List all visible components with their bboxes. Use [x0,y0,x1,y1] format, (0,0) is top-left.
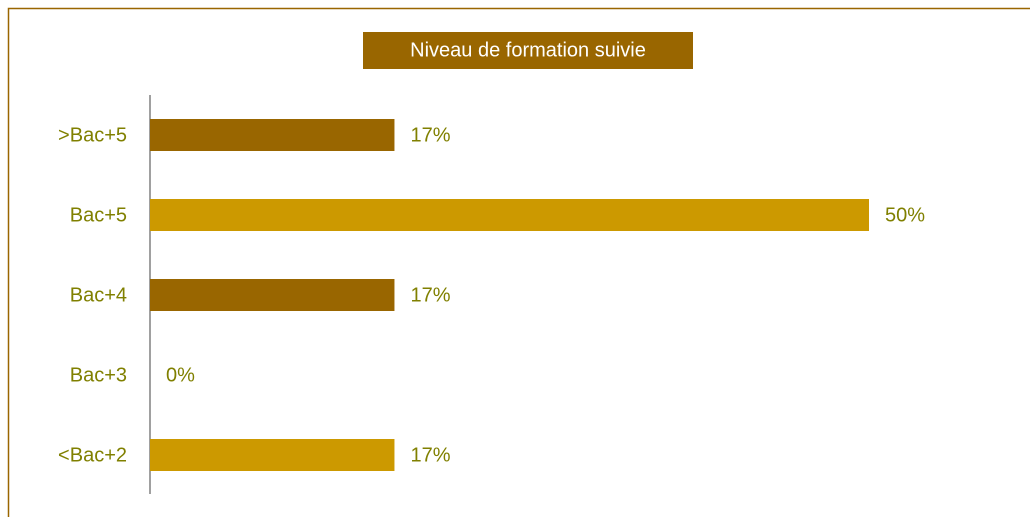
value-label: 17% [410,284,450,306]
value-label: 0% [166,364,195,386]
bar [150,439,395,471]
category-label: Bac+3 [70,364,127,386]
category-label: >Bac+5 [58,124,127,146]
category-label: <Bac+2 [58,444,127,466]
chart-title: Niveau de formation suivie [410,39,646,61]
title-box [363,32,693,69]
value-label: 50% [885,204,925,226]
bar [150,199,869,231]
category-label: Bac+5 [70,204,127,226]
value-label: 17% [410,444,450,466]
value-label: 17% [410,124,450,146]
bar [150,119,395,151]
category-label: Bac+4 [70,284,127,306]
bar [150,279,395,311]
frame [7,7,1030,517]
